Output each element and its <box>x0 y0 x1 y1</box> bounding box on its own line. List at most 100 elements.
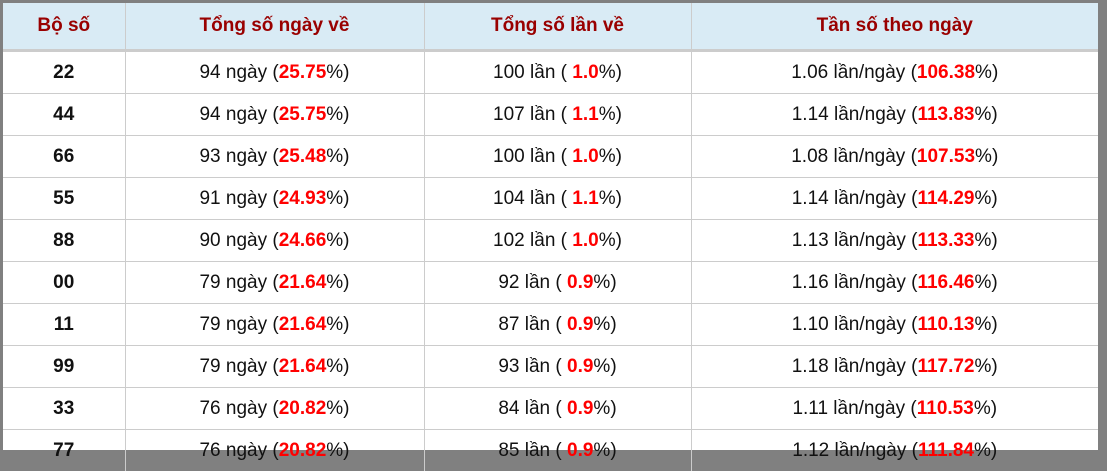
ngay-ve-percent: 21.64 <box>279 314 327 335</box>
lan-ve-cell: 84 lần ( 0.9%) <box>424 388 691 430</box>
lan-ve-cell: 87 lần ( 0.9%) <box>424 304 691 346</box>
ngay-ve-percent: 25.48 <box>279 146 327 167</box>
ngay-ve-percent: 21.64 <box>279 356 327 377</box>
tan-so-percent: 110.13 <box>917 314 974 335</box>
tan-so-cell: 1.11 lần/ngày (110.53%) <box>691 388 1098 430</box>
tan-so-value: 1.13 lần/ngày <box>792 230 906 251</box>
bo-so-cell: 77 <box>3 430 125 471</box>
tan-so-percent: 113.83 <box>917 104 974 125</box>
tan-so-value: 1.14 lần/ngày <box>792 188 906 209</box>
lan-ve-percent: 1.0 <box>572 62 598 83</box>
tan-so-value: 1.16 lần/ngày <box>792 272 906 293</box>
ngay-ve-cell: 94 ngày (25.75%) <box>125 94 424 136</box>
lan-ve-cell: 93 lần ( 0.9%) <box>424 346 691 388</box>
tan-so-cell: 1.14 lần/ngày (113.83%) <box>691 94 1098 136</box>
lan-ve-cell: 85 lần ( 0.9%) <box>424 430 691 471</box>
ngay-ve-cell: 90 ngày (24.66%) <box>125 220 424 262</box>
ngay-ve-count: 94 ngày <box>199 104 267 125</box>
tan-so-value: 1.10 lần/ngày <box>792 314 906 335</box>
bo-so-cell: 11 <box>3 304 125 346</box>
ngay-ve-count: 76 ngày <box>199 440 267 461</box>
tan-so-cell: 1.10 lần/ngày (110.13%) <box>691 304 1098 346</box>
tan-so-percent: 116.46 <box>917 272 974 293</box>
lan-ve-count: 102 lần <box>493 230 555 251</box>
header-tong-so-lan-ve: Tổng số lần về <box>424 3 691 51</box>
lan-ve-cell: 104 lần ( 1.1%) <box>424 178 691 220</box>
ngay-ve-percent: 20.82 <box>279 440 327 461</box>
lan-ve-percent: 0.9 <box>567 314 593 335</box>
lan-ve-percent: 0.9 <box>567 398 593 419</box>
tan-so-cell: 1.14 lần/ngày (114.29%) <box>691 178 1098 220</box>
stats-table: Bộ số Tổng số ngày về Tổng số lần về Tần… <box>3 3 1098 471</box>
ngay-ve-cell: 79 ngày (21.64%) <box>125 304 424 346</box>
ngay-ve-cell: 93 ngày (25.48%) <box>125 136 424 178</box>
bo-so-cell: 55 <box>3 178 125 220</box>
ngay-ve-cell: 76 ngày (20.82%) <box>125 388 424 430</box>
ngay-ve-percent: 21.64 <box>279 272 327 293</box>
header-row: Bộ số Tổng số ngày về Tổng số lần về Tần… <box>3 3 1098 51</box>
tan-so-value: 1.06 lần/ngày <box>791 62 905 83</box>
bo-so-cell: 99 <box>3 346 125 388</box>
lan-ve-percent: 1.1 <box>572 188 598 209</box>
tan-so-value: 1.12 lần/ngày <box>792 440 906 461</box>
lan-ve-percent: 1.0 <box>572 146 598 167</box>
lan-ve-cell: 102 lần ( 1.0%) <box>424 220 691 262</box>
tan-so-percent: 110.53 <box>917 398 974 419</box>
lan-ve-count: 100 lần <box>493 62 555 83</box>
tan-so-percent: 114.29 <box>917 188 974 209</box>
ngay-ve-count: 94 ngày <box>199 62 267 83</box>
ngay-ve-cell: 79 ngày (21.64%) <box>125 262 424 304</box>
tan-so-percent: 106.38 <box>917 62 975 83</box>
header-bo-so: Bộ số <box>3 3 125 51</box>
tan-so-cell: 1.08 lần/ngày (107.53%) <box>691 136 1098 178</box>
lan-ve-count: 87 lần <box>498 314 550 335</box>
tan-so-percent: 111.84 <box>918 440 974 461</box>
bo-so-cell: 00 <box>3 262 125 304</box>
ngay-ve-cell: 91 ngày (24.93%) <box>125 178 424 220</box>
tan-so-value: 1.11 lần/ngày <box>792 398 905 419</box>
bo-so-cell: 22 <box>3 51 125 94</box>
lan-ve-cell: 92 lần ( 0.9%) <box>424 262 691 304</box>
tan-so-value: 1.14 lần/ngày <box>792 104 906 125</box>
lan-ve-count: 104 lần <box>493 188 555 209</box>
tan-so-value: 1.18 lần/ngày <box>792 356 906 377</box>
stats-table-frame: Bộ số Tổng số ngày về Tổng số lần về Tần… <box>3 3 1098 450</box>
ngay-ve-percent: 20.82 <box>279 398 327 419</box>
tan-so-cell: 1.12 lần/ngày (111.84%) <box>691 430 1098 471</box>
bo-so-cell: 88 <box>3 220 125 262</box>
ngay-ve-percent: 25.75 <box>279 62 327 83</box>
ngay-ve-cell: 76 ngày (20.82%) <box>125 430 424 471</box>
ngay-ve-count: 90 ngày <box>199 230 267 251</box>
tan-so-percent: 107.53 <box>917 146 975 167</box>
lan-ve-count: 92 lần <box>498 272 550 293</box>
ngay-ve-count: 91 ngày <box>199 188 267 209</box>
bo-so-cell: 33 <box>3 388 125 430</box>
tan-so-cell: 1.06 lần/ngày (106.38%) <box>691 51 1098 94</box>
ngay-ve-percent: 24.66 <box>279 230 327 251</box>
tan-so-cell: 1.18 lần/ngày (117.72%) <box>691 346 1098 388</box>
lan-ve-count: 93 lần <box>498 356 550 377</box>
lan-ve-percent: 1.1 <box>572 104 598 125</box>
tan-so-percent: 117.72 <box>917 356 974 377</box>
lan-ve-percent: 1.0 <box>572 230 598 251</box>
ngay-ve-count: 79 ngày <box>199 272 267 293</box>
lan-ve-percent: 0.9 <box>567 356 593 377</box>
bo-so-cell: 44 <box>3 94 125 136</box>
lan-ve-cell: 107 lần ( 1.1%) <box>424 94 691 136</box>
lan-ve-percent: 0.9 <box>567 440 593 461</box>
ngay-ve-count: 93 ngày <box>199 146 267 167</box>
ngay-ve-count: 76 ngày <box>199 398 267 419</box>
lan-ve-count: 100 lần <box>493 146 555 167</box>
header-tan-so-theo-ngay: Tần số theo ngày <box>691 3 1098 51</box>
lan-ve-percent: 0.9 <box>567 272 593 293</box>
ngay-ve-count: 79 ngày <box>199 314 267 335</box>
